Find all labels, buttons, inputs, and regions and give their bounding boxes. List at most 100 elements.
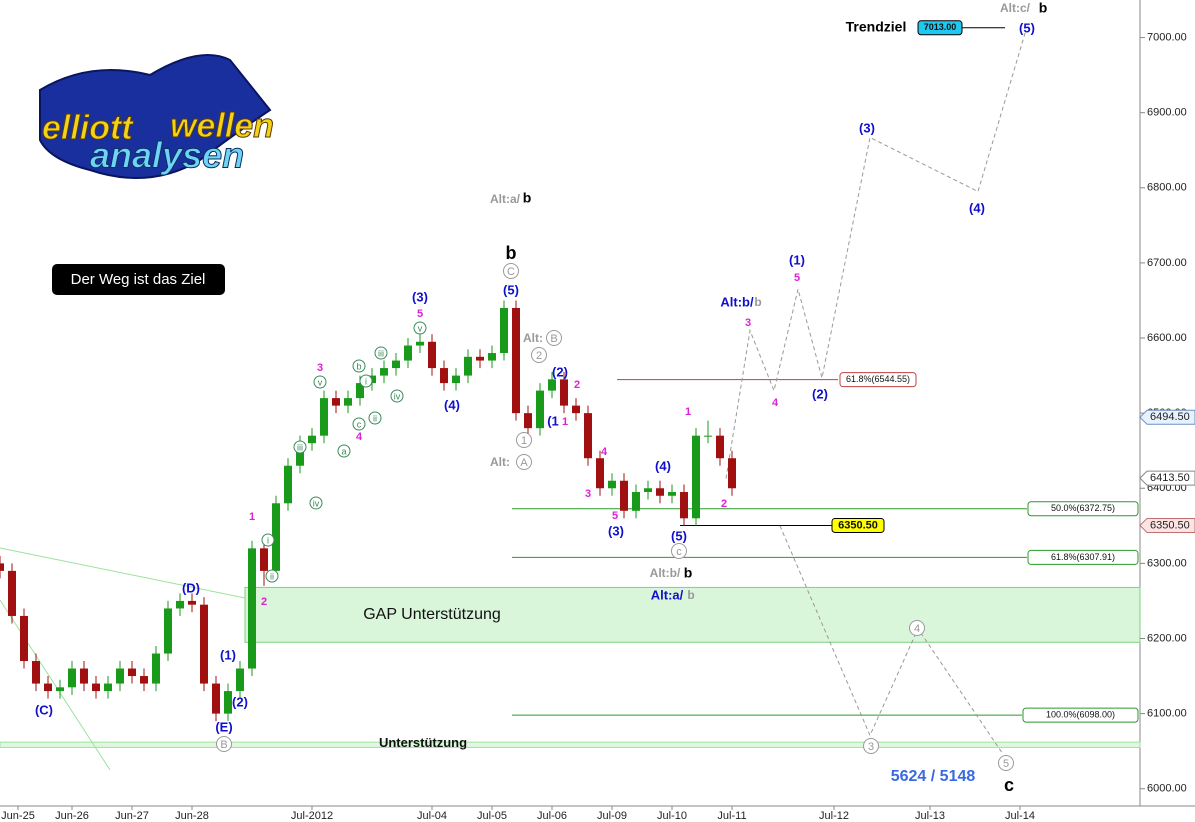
candle-body [176, 600, 184, 609]
wave-label: 3 [868, 741, 874, 753]
x-tick-label: Jul-12 [819, 810, 849, 822]
wave-circle [909, 620, 925, 636]
wave-label: 2 [261, 596, 267, 608]
trend-line [0, 547, 246, 599]
level-label: 50.0%(6372.75) [1051, 503, 1115, 513]
wave-label: 1 [685, 406, 691, 418]
wave-label: (5) [671, 528, 687, 543]
candle-body [116, 668, 124, 684]
wave-label: 5624 / 5148 [891, 768, 976, 785]
wave-label: Trendziel [846, 19, 907, 35]
wave-label: 2 [721, 498, 727, 510]
wave-circle [413, 321, 427, 335]
candle-body [104, 683, 112, 692]
candle-body [680, 492, 688, 519]
logo-text: wellen [170, 107, 274, 145]
price-tag-label: 6494.50 [1150, 411, 1190, 423]
wave-label: iii [378, 348, 384, 358]
level-box [839, 372, 917, 388]
wave-circle [516, 432, 532, 448]
zone [244, 586, 1141, 643]
candle-body [188, 600, 196, 605]
wave-label: b [356, 361, 361, 371]
candle-body [608, 480, 616, 489]
wave-circle [293, 440, 307, 454]
wave-label: 2 [574, 379, 580, 391]
wave-label: Alt: [490, 455, 510, 469]
candle-body [536, 390, 544, 429]
wave-label: (2) [812, 386, 828, 401]
candle-body [284, 465, 292, 504]
wave-circle [998, 755, 1014, 771]
candle-body [164, 608, 172, 654]
wave-label: 3 [585, 488, 591, 500]
wave-label: (C) [35, 702, 53, 717]
wave-label: Alt:a/ [490, 192, 521, 206]
candle-body [200, 604, 208, 684]
level-label: 61.8%(6307.91) [1051, 552, 1115, 562]
logo-text: elliott [42, 109, 134, 147]
candle-body [212, 683, 220, 714]
candle-body [92, 683, 100, 692]
y-tick-label: 6200.00 [1147, 632, 1187, 644]
wave-label: 1 [562, 416, 568, 428]
level-box [1027, 501, 1139, 517]
x-tick-label: Jun-28 [175, 810, 209, 822]
wave-circle [309, 496, 323, 510]
wave-label: Alt:c/ [1000, 1, 1031, 15]
x-tick-label: Jul-06 [537, 810, 567, 822]
wave-circle [359, 374, 373, 388]
projection-path [779, 525, 1003, 753]
candle-body [260, 548, 268, 571]
wave-circle [216, 736, 232, 752]
candle-body [596, 458, 604, 489]
price-tag [1139, 517, 1195, 533]
y-tick-label: 6700.00 [1147, 257, 1187, 269]
candle-body [308, 435, 316, 444]
candle-body [440, 368, 448, 384]
wave-circle [368, 411, 382, 425]
candle-body [524, 413, 532, 429]
y-tick-label: 6600.00 [1147, 332, 1187, 344]
wave-label: 4 [772, 397, 779, 409]
candle-body [152, 653, 160, 684]
price-tag [1139, 470, 1195, 486]
wave-label: b [523, 190, 532, 206]
candle-body [20, 615, 28, 662]
level-label: 61.8%(6544.55) [846, 374, 910, 384]
wave-label: 1 [249, 511, 255, 523]
wave-label: v [318, 377, 323, 387]
price-tag [1139, 409, 1195, 425]
wave-label: (2) [552, 364, 568, 379]
candle-body [320, 398, 328, 436]
x-tick-label: Jul-14 [1005, 810, 1035, 822]
candle-body [668, 492, 676, 496]
wave-label: b [1039, 0, 1048, 16]
wave-circle [546, 330, 562, 346]
wave-label: ii [270, 571, 274, 581]
wave-label: 3 [317, 362, 323, 374]
x-tick-label: Jun-27 [115, 810, 149, 822]
candle-body [632, 492, 640, 511]
wave-label: 5 [417, 308, 423, 320]
wave-label: B [220, 739, 227, 751]
y-tick-label: 6800.00 [1147, 182, 1187, 194]
candle-body [0, 563, 4, 571]
wave-circle [265, 569, 279, 583]
wave-label: 5 [794, 272, 800, 284]
wave-label: b [684, 565, 693, 581]
wave-circle [352, 417, 366, 431]
wave-label: B [550, 333, 557, 345]
y-tick-label: 6300.00 [1147, 557, 1187, 569]
wave-label: Alt:b/ [650, 566, 681, 580]
candle-body [464, 356, 472, 376]
wave-circle [671, 543, 687, 559]
wave-circle [863, 738, 879, 754]
wave-label: C [507, 266, 515, 278]
level-label: 6350.50 [838, 519, 878, 531]
x-tick-label: Jun-25 [1, 810, 35, 822]
level-box [1022, 707, 1139, 723]
candle-body [128, 668, 136, 677]
wave-circle [390, 389, 404, 403]
wave-label: c [676, 546, 682, 558]
